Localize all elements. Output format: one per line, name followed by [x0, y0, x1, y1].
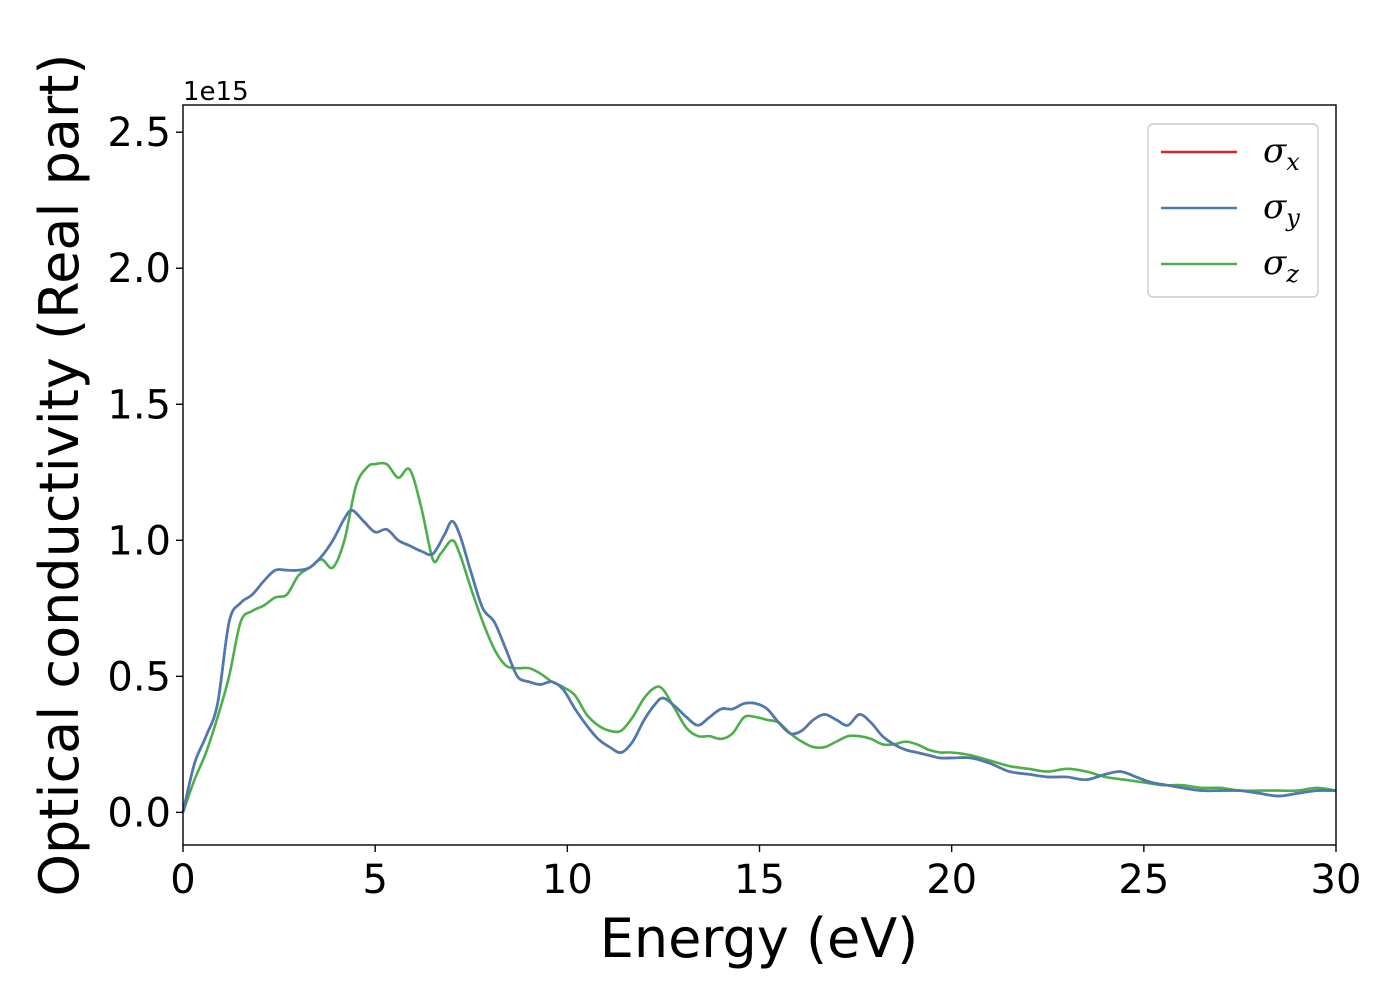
legend-label-x: σx	[1263, 131, 1300, 176]
x-axis-title: Energy (eV)	[600, 907, 919, 970]
y-tick-label: 0.0	[107, 790, 171, 836]
x-tick-label: 10	[542, 857, 593, 903]
legend-frame	[1147, 123, 1319, 298]
y-tick-label: 1.5	[107, 382, 171, 428]
series-line-z	[181, 461, 1337, 813]
legend-items: σx σy σz	[1161, 131, 1300, 288]
y-tick-label: 1.0	[107, 518, 171, 564]
x-tick-label: 5	[362, 857, 387, 903]
x-tick-label: 15	[734, 857, 785, 903]
x-tick-label: 30	[1311, 857, 1362, 903]
legend: σx σy σz	[1147, 123, 1319, 298]
y-axis-title: Optical conductivity (Real part)	[28, 54, 91, 897]
y-offset-text: 1e15	[183, 77, 249, 107]
y-tick-label: 0.5	[107, 654, 171, 700]
x-tick-label: 25	[1118, 857, 1169, 903]
legend-label-z: σz	[1263, 243, 1299, 288]
x-tick-label: 0	[170, 857, 195, 903]
y-tick-label: 2.5	[107, 110, 171, 156]
y-tick-label: 2.0	[107, 246, 171, 292]
y-axis-ticks: 0.0 0.5 1.0 1.5 2.0 2.5	[107, 110, 183, 836]
series-layer	[181, 461, 1337, 813]
x-axis-ticks: 0 5 10 15 20 25 30	[170, 845, 1361, 903]
legend-label-y: σy	[1263, 187, 1300, 232]
x-tick-label: 20	[926, 857, 977, 903]
series-line-y	[181, 509, 1337, 813]
